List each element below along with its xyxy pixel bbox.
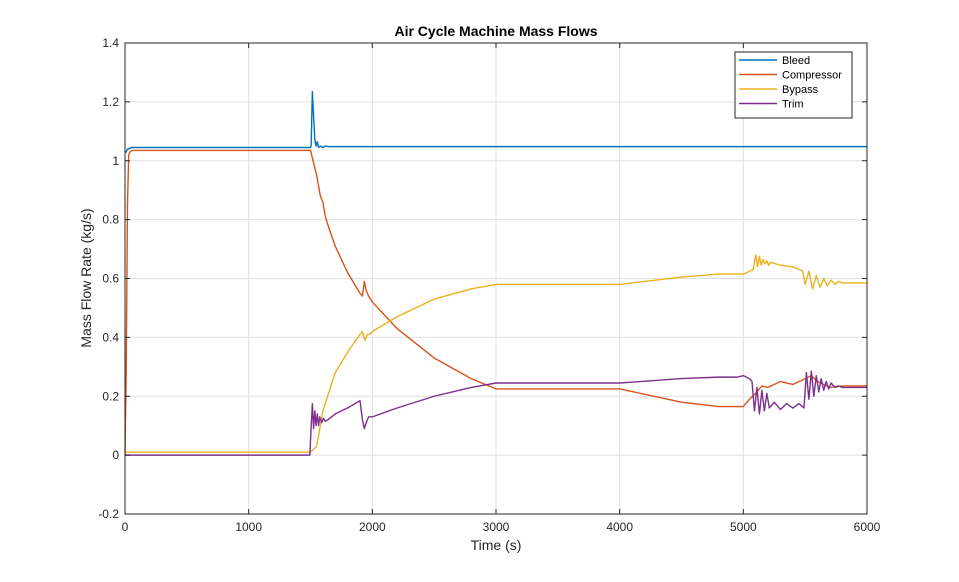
legend-label-bypass: Bypass xyxy=(782,84,819,96)
y-tick-label: 0 xyxy=(112,448,119,462)
series-line-compressor xyxy=(124,149,867,456)
y-tick-label: 0.2 xyxy=(102,389,119,403)
x-tick-label: 0 xyxy=(122,520,129,534)
x-tick-label: 5000 xyxy=(730,520,757,534)
y-tick-label: -0.2 xyxy=(98,507,119,521)
x-axis-label: Time (s) xyxy=(471,537,522,553)
series-lines xyxy=(124,90,867,456)
series-line-bypass xyxy=(125,254,867,453)
y-tick-label: 0.4 xyxy=(102,330,119,344)
legend-label-bleed: Bleed xyxy=(782,55,810,67)
chart-title: Air Cycle Machine Mass Flows xyxy=(394,23,597,39)
legend-label-trim: Trim xyxy=(782,99,804,111)
y-tick-label: 1 xyxy=(112,154,119,168)
x-tick-label: 6000 xyxy=(854,520,881,534)
y-axis-label: Mass Flow Rate (kg/s) xyxy=(78,208,94,347)
series-line-bleed xyxy=(125,90,867,153)
legend-label-compressor: Compressor xyxy=(782,70,842,82)
y-tick-label: 1.2 xyxy=(102,95,119,109)
legend-box xyxy=(734,51,853,119)
legend: Bleed Compressor Bypass Trim xyxy=(734,51,853,119)
x-tick-label: 4000 xyxy=(606,520,633,534)
axis-ticks: 0 1000 2000 3000 4000 5000 6000-0.200.20.40.60… xyxy=(98,36,880,534)
x-tick-label: 3000 xyxy=(483,520,510,534)
y-tick-label: 0.6 xyxy=(102,272,119,286)
y-tick-label: 1.4 xyxy=(102,36,119,50)
y-tick-label: 0.8 xyxy=(102,213,119,227)
series-line-trim xyxy=(125,370,867,456)
x-tick-label: 1000 xyxy=(235,520,262,534)
x-tick-label: 2000 xyxy=(359,520,386,534)
